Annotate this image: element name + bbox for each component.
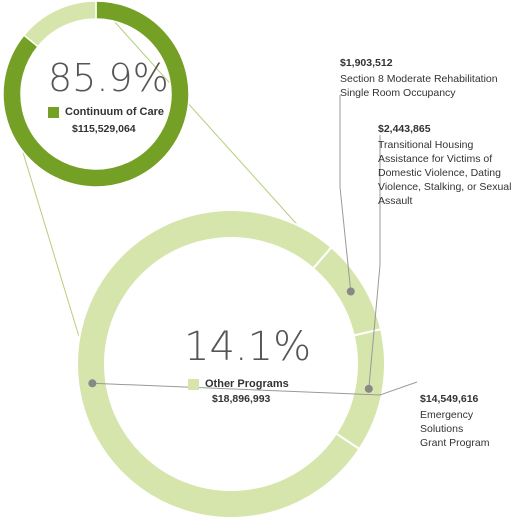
connector-line xyxy=(95,0,321,251)
callout-label: Section 8 Moderate Rehabilitation Single… xyxy=(340,73,498,99)
callout-label: Emergency Solutions Grant Program xyxy=(420,409,490,449)
slice-other-programs xyxy=(22,0,97,48)
callout-value: $2,443,865 xyxy=(378,123,431,135)
leader-dot xyxy=(88,379,97,388)
callout-label: Transitional Housing Assistance for Vict… xyxy=(378,139,512,207)
other-programs-amount: $18,896,993 xyxy=(212,393,271,405)
leader-dot xyxy=(346,287,355,296)
other-programs-legend: Other Programs xyxy=(188,378,289,390)
other-programs-legend-label: Other Programs xyxy=(205,378,289,390)
callout-value: $14,549,616 xyxy=(420,393,479,405)
slice-1 xyxy=(334,328,386,451)
callout-value: $1,903,512 xyxy=(340,57,393,69)
other-programs-percent-label: 14.1% xyxy=(184,324,312,370)
continuum-percent-label: 85.9% xyxy=(48,56,169,100)
continuum-legend: Continuum of Care xyxy=(48,106,164,118)
leader-line xyxy=(339,95,352,292)
other-programs-swatch xyxy=(188,378,199,390)
slice-2 xyxy=(76,209,361,517)
leader-line xyxy=(368,135,381,389)
callout-emergency-solutions: $14,549,616 Emergency Solutions Grant Pr… xyxy=(420,392,519,450)
slice-continuum-of-care xyxy=(2,0,190,188)
callout-section8: $1,903,512 Section 8 Moderate Rehabilita… xyxy=(340,56,498,100)
leader-dot xyxy=(364,384,373,393)
continuum-swatch xyxy=(48,106,59,118)
continuum-amount: $115,529,064 xyxy=(72,123,136,135)
continuum-legend-label: Continuum of Care xyxy=(65,106,164,118)
callout-transitional-housing: $2,443,865 Transitional Housing Assistan… xyxy=(378,122,511,208)
